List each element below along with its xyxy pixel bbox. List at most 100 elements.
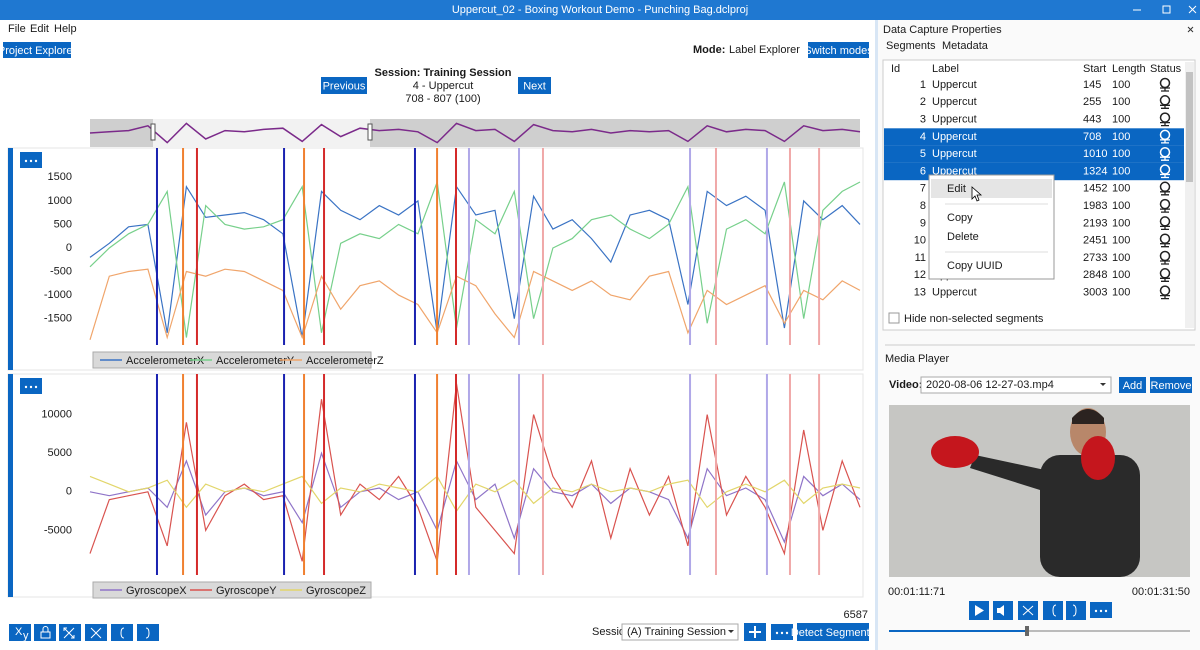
signal-line [89, 184, 861, 338]
cell[interactable]: 100 [1112, 79, 1130, 91]
cell[interactable]: 100 [1112, 131, 1130, 143]
bracket-icon [1052, 604, 1077, 617]
context-menu-item[interactable]: Copy [947, 212, 973, 224]
cell[interactable]: Uppercut [932, 96, 977, 108]
cell[interactable]: 2451 [1083, 235, 1107, 247]
checkbox[interactable] [888, 312, 900, 324]
cell[interactable]: 100 [1112, 287, 1130, 299]
cell[interactable]: 255 [1083, 96, 1101, 108]
cell[interactable]: 100 [1112, 148, 1130, 160]
button[interactable] [797, 623, 869, 641]
cell[interactable]: 10 [914, 235, 926, 247]
cell[interactable]: 7 [920, 183, 926, 195]
cell[interactable]: 708 [1083, 131, 1101, 143]
cell[interactable]: 1010 [1083, 148, 1107, 160]
cell[interactable]: 3003 [1083, 287, 1107, 299]
segment-name: 4 - Uppercut [413, 80, 474, 92]
cell[interactable]: Uppercut [932, 165, 977, 177]
signal-line [89, 451, 861, 544]
cell[interactable]: 1 [920, 79, 926, 91]
button[interactable] [1119, 377, 1146, 393]
cell[interactable]: 100 [1112, 96, 1130, 108]
cell[interactable]: 100 [1112, 165, 1130, 177]
cell[interactable]: 2 [920, 96, 926, 108]
cell[interactable]: 443 [1083, 114, 1101, 126]
cell[interactable]: 11 [915, 252, 926, 264]
cell[interactable]: 2733 [1083, 252, 1107, 264]
cell[interactable]: 2848 [1083, 269, 1107, 281]
tab[interactable]: Metadata [942, 40, 989, 52]
cell[interactable]: 100 [1112, 200, 1130, 212]
close-icon[interactable] [1187, 26, 1194, 33]
cell[interactable]: 9 [920, 217, 926, 229]
icon [29, 159, 33, 163]
cell[interactable]: 8 [920, 200, 926, 212]
cell[interactable]: 12 [914, 269, 926, 281]
button[interactable] [3, 42, 71, 58]
tab[interactable]: Segments [886, 40, 936, 52]
row-highlight[interactable] [884, 145, 1184, 163]
context-menu-item[interactable]: Delete [947, 231, 979, 243]
menu-item[interactable]: File [8, 23, 26, 35]
signal-line [89, 475, 861, 513]
signal-line [89, 122, 861, 144]
cell[interactable]: 100 [1112, 114, 1130, 126]
cell[interactable]: 100 [1112, 252, 1130, 264]
cell[interactable]: 4 [920, 131, 926, 143]
lock-icon [40, 626, 51, 639]
session-select[interactable] [621, 623, 739, 641]
status-icon [1160, 104, 1170, 109]
cell[interactable]: Uppercut [932, 131, 977, 143]
y-tick-label: -1500 [44, 313, 72, 325]
button[interactable] [808, 42, 869, 58]
cell[interactable]: 5 [920, 148, 926, 160]
seek-thumb[interactable] [1025, 626, 1029, 636]
menu-item[interactable]: Help [54, 23, 77, 35]
video-select[interactable] [920, 376, 1112, 394]
cell[interactable]: Uppercut [932, 114, 977, 126]
scroll-thumb[interactable] [1186, 72, 1193, 182]
tool-button[interactable] [9, 624, 31, 641]
legend-label: AccelerometerZ [306, 355, 384, 367]
cell[interactable]: 1983 [1083, 200, 1107, 212]
pane-title: Data Capture Properties [883, 24, 1002, 36]
context-menu-item[interactable]: Edit [947, 183, 966, 195]
cell[interactable]: 100 [1112, 183, 1130, 195]
overview-bracket[interactable] [367, 123, 373, 141]
cell[interactable]: 1324 [1083, 165, 1107, 177]
tool-button[interactable] [111, 624, 133, 641]
icon [1099, 609, 1103, 613]
y-tick-label: -500 [50, 265, 72, 277]
y-tick-label: 500 [54, 218, 72, 230]
cell[interactable]: 100 [1112, 269, 1130, 281]
legend-label: AccelerometerX [126, 355, 205, 367]
row-highlight[interactable] [884, 128, 1184, 146]
tool-button[interactable] [137, 624, 159, 641]
cell[interactable]: 2193 [1083, 217, 1107, 229]
column-header: Start [1083, 63, 1106, 75]
maximize-button[interactable] [1162, 5, 1171, 14]
cell[interactable]: 6 [920, 165, 926, 177]
column-header: Status [1150, 63, 1182, 75]
overview-bracket[interactable] [150, 123, 156, 141]
cell[interactable]: 145 [1083, 79, 1101, 91]
column-header: Label [932, 63, 959, 75]
cell[interactable]: 100 [1112, 217, 1130, 229]
time-total: 00:01:31:50 [1132, 586, 1190, 598]
menu-item[interactable]: Edit [30, 23, 49, 35]
button[interactable] [1150, 377, 1192, 393]
cell[interactable]: 1452 [1083, 183, 1107, 195]
context-menu-item[interactable]: Copy UUID [947, 260, 1003, 272]
button[interactable] [518, 77, 551, 94]
icon [785, 631, 789, 635]
cell[interactable]: Uppercut [932, 79, 977, 91]
cell[interactable]: Uppercut [932, 148, 977, 160]
cell[interactable]: Uppercut [932, 287, 977, 299]
cell[interactable]: 3 [920, 114, 926, 126]
icon [34, 159, 38, 163]
button[interactable] [321, 77, 367, 94]
cell[interactable]: 100 [1112, 235, 1130, 247]
cell[interactable]: 13 [914, 287, 926, 299]
scrollbar [1185, 62, 1194, 328]
close-button[interactable] [1188, 5, 1197, 14]
